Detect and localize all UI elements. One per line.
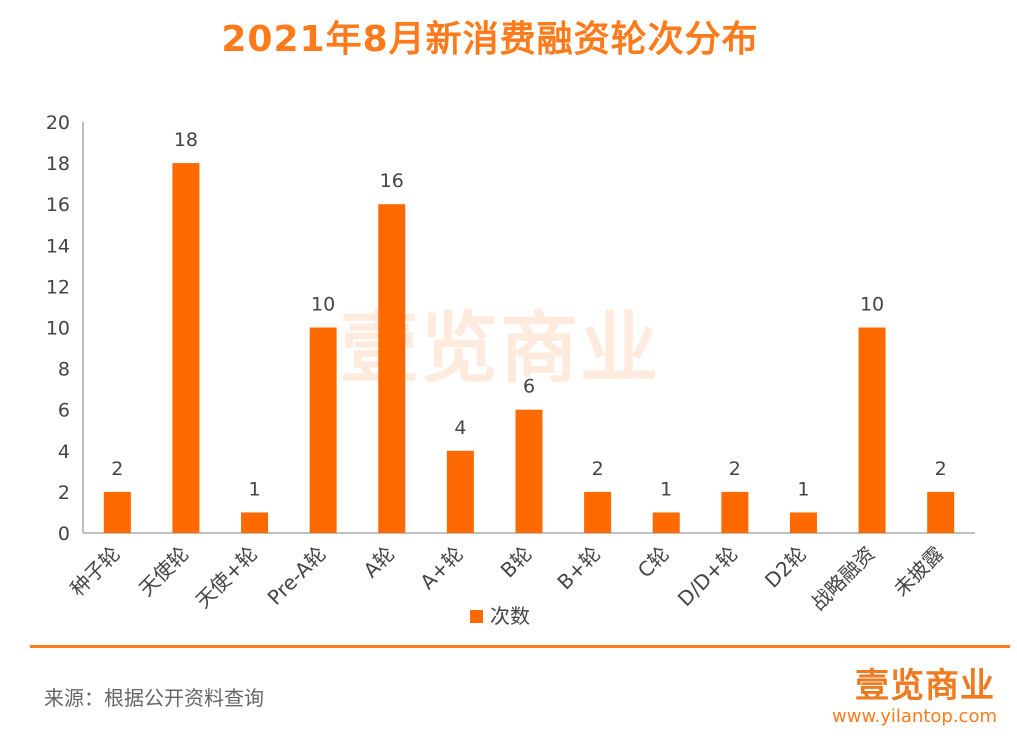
bar	[721, 491, 749, 533]
y-tick-label: 8	[58, 359, 70, 381]
data-label: 1	[797, 478, 809, 500]
y-tick-label: 20	[46, 112, 70, 134]
data-label: 18	[174, 129, 198, 151]
x-tick-label: 天使轮	[134, 542, 193, 601]
brand-logo: 壹览商业	[855, 666, 995, 706]
data-label: 10	[311, 294, 335, 316]
y-tick-label: 18	[46, 153, 70, 175]
x-tick-label: D/D+轮	[673, 542, 743, 612]
data-label: 6	[523, 376, 535, 398]
brand-site-link[interactable]: www.yilantop.com	[832, 706, 997, 727]
x-tick-label: C轮	[633, 542, 674, 583]
x-tick-label: B轮	[496, 542, 537, 583]
bar	[584, 491, 612, 533]
x-tick-label: Pre-A轮	[263, 542, 331, 610]
x-tick-label: B+轮	[552, 542, 605, 595]
data-label: 1	[248, 478, 260, 500]
bar	[378, 204, 406, 533]
x-tick-label: A+轮	[415, 542, 468, 595]
data-label: 2	[935, 458, 947, 480]
legend-label: 次数	[490, 604, 530, 628]
divider	[30, 645, 1010, 648]
data-label: 10	[860, 294, 884, 316]
y-tick-label: 2	[58, 482, 70, 504]
y-tick-label: 10	[46, 318, 70, 340]
x-tick-label: 种子轮	[65, 542, 124, 601]
bar	[309, 327, 337, 533]
data-label: 1	[660, 478, 672, 500]
bar	[241, 512, 269, 533]
source-note: 来源：根据公开资料查询	[44, 686, 264, 710]
data-label: 2	[111, 458, 123, 480]
bar-chart: 024681012141618202种子轮18天使轮1天使+轮10Pre-A轮1…	[46, 112, 975, 628]
x-tick-label: 天使+轮	[191, 542, 262, 613]
x-tick-label: A轮	[359, 542, 400, 583]
legend-swatch	[470, 610, 483, 623]
y-tick-label: 0	[58, 523, 70, 545]
bar	[515, 409, 543, 533]
bar	[858, 327, 886, 533]
y-tick-label: 12	[46, 276, 70, 298]
y-tick-label: 4	[58, 441, 70, 463]
bar	[172, 163, 200, 533]
x-tick-label: 未披露	[889, 542, 948, 601]
data-label: 4	[454, 417, 466, 439]
bar	[652, 512, 680, 533]
x-tick-label: 战略融资	[806, 542, 880, 616]
data-label: 16	[380, 170, 404, 192]
data-label: 2	[729, 458, 741, 480]
bar	[789, 512, 817, 533]
x-tick-label: D2轮	[760, 542, 811, 593]
y-tick-label: 16	[46, 194, 70, 216]
bar	[927, 491, 955, 533]
bar	[446, 450, 474, 533]
y-tick-label: 6	[58, 400, 70, 422]
chart-title: 2021年8月新消费融资轮次分布	[221, 19, 759, 60]
data-label: 2	[592, 458, 604, 480]
bar	[103, 491, 131, 533]
y-tick-label: 14	[46, 235, 70, 257]
